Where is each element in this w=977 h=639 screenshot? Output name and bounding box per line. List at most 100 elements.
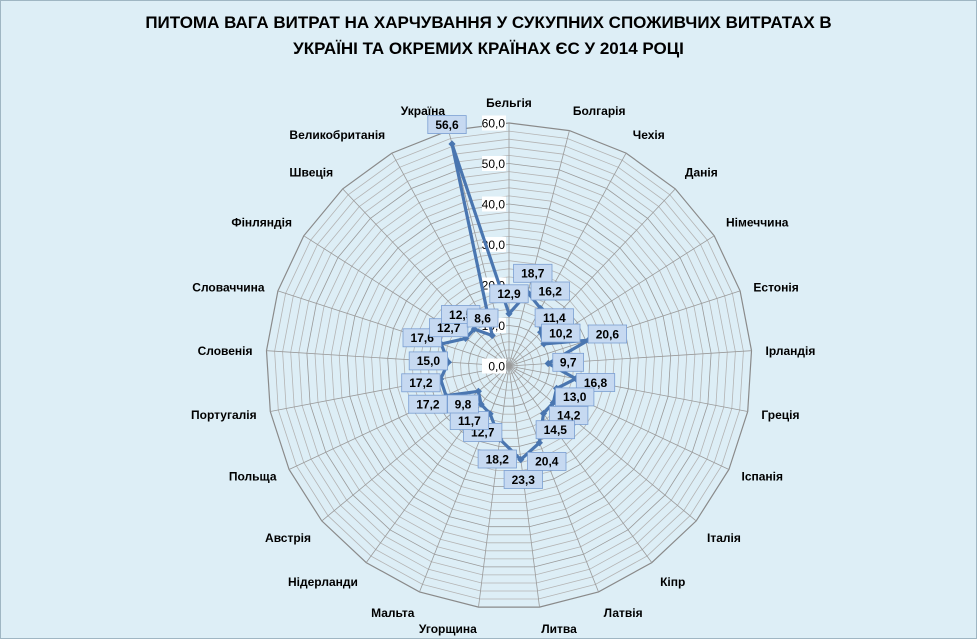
- grid-ring: [265, 122, 753, 608]
- spoke-line: [365, 365, 510, 563]
- spoke-line: [266, 350, 510, 367]
- spoke-line: [508, 365, 697, 522]
- category-label: Кіпр: [660, 575, 685, 589]
- series-line: [439, 142, 590, 462]
- data-point-marker: [505, 310, 513, 318]
- category-label: Болгарія: [573, 104, 626, 118]
- spoke-line: [277, 290, 510, 367]
- data-label: 9,7: [560, 356, 577, 370]
- category-label: Естонія: [753, 281, 798, 295]
- category-label: Ірландія: [766, 344, 816, 358]
- data-label-bg: [477, 449, 517, 469]
- spoke-line: [288, 365, 510, 470]
- data-label: 12,9: [497, 287, 521, 301]
- data-point-marker: [537, 328, 545, 336]
- tick-label-bg: [482, 196, 506, 212]
- category-label: Словаччина: [192, 281, 265, 295]
- data-label: 18,2: [486, 452, 510, 466]
- data-label: 17,2: [409, 376, 433, 390]
- data-label-bg: [535, 420, 575, 440]
- data-point-marker: [544, 359, 552, 368]
- category-labels: Бельгія Болгарія Чехія Данія Німеччина Естоні…: [191, 96, 815, 636]
- grid-ring: [371, 227, 647, 504]
- data-label: 14,2: [557, 409, 581, 423]
- data-label: 8,6: [474, 311, 491, 325]
- spoke-line: [508, 365, 748, 412]
- grid-ring: [330, 187, 688, 544]
- data-label: 14,5: [544, 423, 568, 437]
- data-point-marker: [462, 334, 470, 342]
- data-label: 11,4: [543, 311, 566, 325]
- tick-label: 50,0: [482, 157, 506, 171]
- data-label: 20,4: [535, 455, 559, 469]
- data-label: 10,2: [549, 326, 573, 340]
- tick-label: 0,0: [488, 360, 505, 374]
- data-point-marker: [437, 375, 445, 383]
- category-label: Польща: [229, 469, 277, 483]
- data-point-marker: [470, 325, 478, 333]
- data-point-marker: [474, 387, 482, 395]
- data-point-marker: [539, 409, 548, 418]
- data-labels: 12,918,716,211,410,2 20,69,716,813,014,21…: [401, 115, 628, 489]
- spoke-line: [508, 152, 627, 367]
- data-label-bg: [401, 373, 441, 393]
- spoke-line: [270, 365, 510, 412]
- spoke-line: [303, 235, 510, 367]
- data-label-bg: [552, 352, 584, 372]
- spoke-line: [508, 188, 676, 367]
- category-label: Латвія: [604, 606, 643, 620]
- tick-label-bg: [482, 115, 506, 131]
- grid-ring: [314, 171, 704, 560]
- grid-ring: [363, 219, 655, 512]
- category-label: Швеція: [289, 166, 333, 180]
- data-label-bg: [527, 451, 567, 471]
- spoke-line: [419, 365, 510, 593]
- category-label: Греція: [761, 408, 799, 422]
- data-point-marker: [540, 340, 548, 348]
- data-label: 56,6: [435, 118, 459, 132]
- category-label: Угорщина: [419, 622, 477, 636]
- category-label: Бельгія: [486, 96, 532, 110]
- data-label-bg: [530, 281, 570, 301]
- data-label: 18,7: [521, 267, 545, 281]
- category-label: Португалія: [191, 408, 257, 422]
- category-label: Чехія: [633, 128, 665, 142]
- data-label-bg: [541, 323, 581, 343]
- grid-ring: [338, 195, 680, 536]
- data-label: 11,7: [458, 414, 481, 428]
- grid-ring: [379, 235, 639, 496]
- data-label-bg: [489, 284, 529, 304]
- category-label: Данія: [685, 166, 718, 180]
- data-label-bg: [587, 324, 628, 344]
- data-label: 16,2: [539, 284, 563, 298]
- data-label-bg: [447, 394, 479, 414]
- data-point-marker: [549, 399, 557, 407]
- spoke-line: [508, 130, 570, 367]
- data-label-bg: [466, 308, 499, 328]
- data-point-marker: [486, 410, 494, 418]
- spoke-line: [508, 365, 653, 563]
- data-label: 23,3: [512, 473, 536, 487]
- category-label: Мальта: [371, 606, 415, 620]
- data-label: 15,0: [417, 354, 441, 368]
- category-label: Нідерланди: [288, 575, 358, 589]
- category-label: Україна: [401, 104, 446, 118]
- grid-ring: [274, 130, 744, 600]
- data-point-marker: [572, 375, 580, 383]
- data-label-bg: [503, 470, 543, 489]
- spoke-line: [342, 188, 510, 367]
- category-label: Італія: [707, 531, 741, 545]
- grid-ring: [492, 349, 526, 383]
- tick-label-bg: [482, 358, 506, 374]
- grid-ring: [290, 146, 728, 584]
- tick-label: 60,0: [482, 117, 506, 131]
- data-label-bg: [427, 115, 467, 134]
- category-label: Великобританія: [289, 128, 385, 142]
- data-point-marker: [517, 456, 525, 464]
- category-label: Іспанія: [742, 469, 784, 483]
- grid-ring: [484, 341, 534, 391]
- radar-spokes: [266, 123, 752, 608]
- chart-title-line-2: УКРАЇНІ ТА ОКРЕМИХ КРАЇНАХ ЄС У 2014 РОЦ…: [293, 39, 684, 58]
- data-label-bg: [575, 373, 616, 392]
